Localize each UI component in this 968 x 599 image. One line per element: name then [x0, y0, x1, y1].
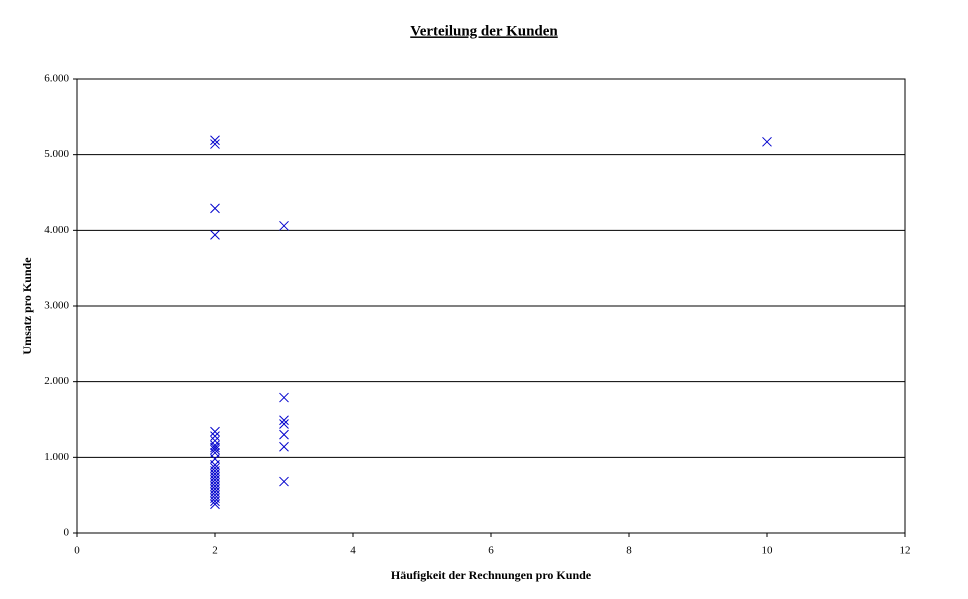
point	[210, 135, 220, 146]
point	[210, 499, 220, 510]
point	[210, 431, 220, 442]
point	[210, 203, 220, 214]
x-axis-label: Häufigkeit der Rechnungen pro Kunde	[391, 568, 592, 582]
point	[279, 419, 289, 429]
point	[279, 392, 289, 403]
point	[279, 415, 289, 426]
y-tick-label: 6.000	[44, 73, 69, 85]
y-tick-label: 1.000	[44, 451, 69, 463]
point	[210, 496, 220, 507]
x-tick-label: 2	[212, 545, 218, 557]
y-tick-label: 0	[64, 527, 70, 539]
point	[210, 442, 220, 453]
point	[210, 444, 220, 455]
x-tick-label: 4	[350, 545, 356, 557]
point	[762, 136, 772, 147]
y-tick-label: 4.000	[44, 224, 69, 236]
x-tick-label: 10	[762, 545, 774, 557]
point	[279, 476, 289, 487]
x-tick-label: 8	[626, 545, 632, 557]
x-tick-label: 0	[74, 545, 80, 557]
point	[210, 230, 220, 240]
point	[210, 426, 220, 437]
point	[210, 440, 220, 451]
point	[210, 435, 220, 446]
y-axis-label: Umsatz pro Kunde	[20, 257, 34, 355]
y-tick-label: 5.000	[44, 148, 69, 160]
y-tick-label: 2.000	[44, 375, 69, 387]
point	[279, 220, 289, 231]
point	[210, 139, 220, 149]
y-tick-label: 3.000	[44, 300, 69, 312]
chart-title: Verteilung der Kunden	[410, 23, 558, 39]
x-tick-label: 12	[900, 545, 911, 557]
x-tick-label: 6	[488, 545, 494, 557]
point	[279, 429, 289, 440]
point	[279, 441, 289, 452]
